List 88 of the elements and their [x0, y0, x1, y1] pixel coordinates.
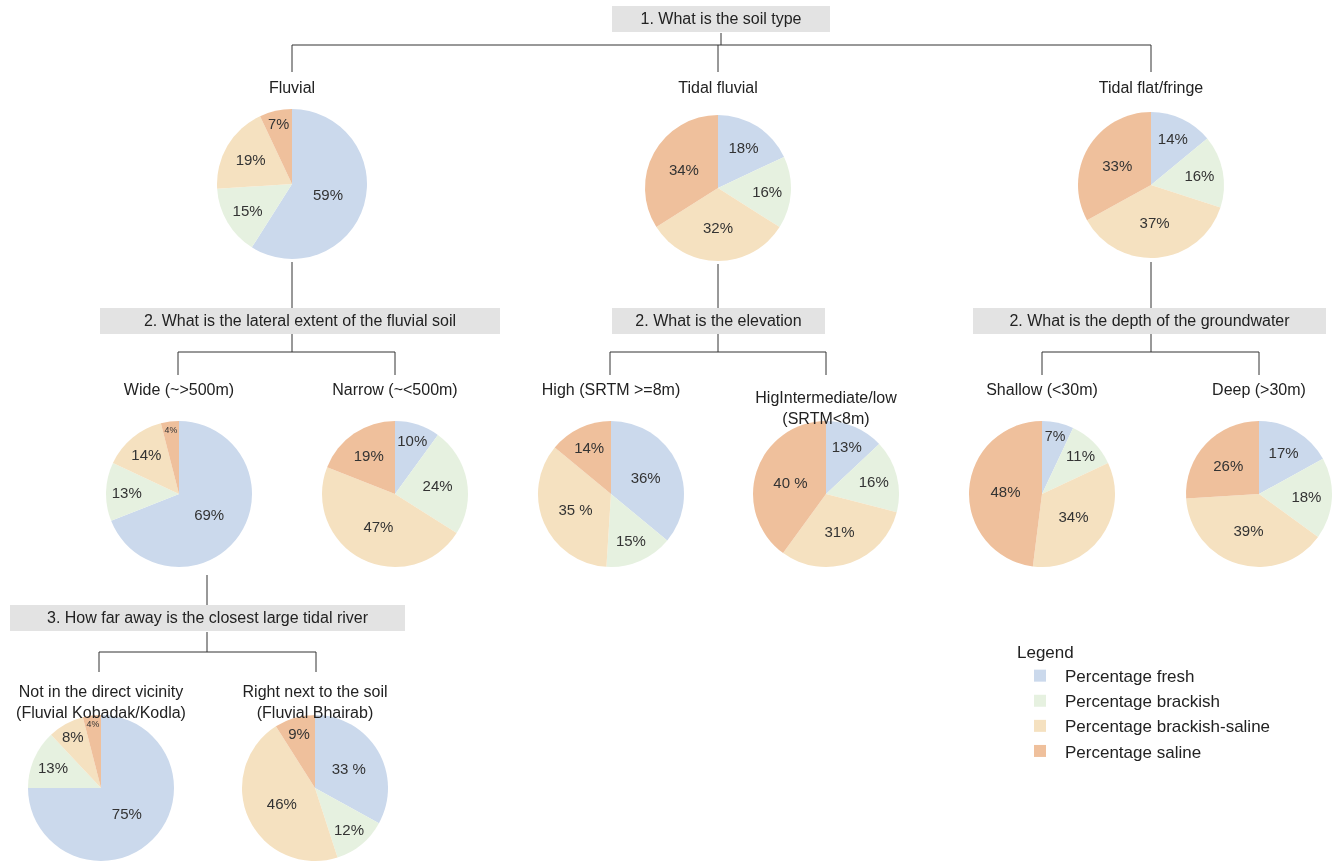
chart-title: Tidal fluvial [678, 79, 758, 97]
data-label: 9% [288, 724, 310, 742]
chart-title: Shallow (<30m) [986, 381, 1098, 399]
pie-slice [322, 467, 457, 567]
pie-slice [656, 188, 780, 261]
data-label: 14% [131, 446, 162, 464]
data-label: 7% [268, 116, 290, 133]
pie-slice [315, 788, 379, 858]
data-label: 13% [38, 758, 69, 776]
data-label: 33 % [331, 759, 366, 777]
data-label: 14% [1157, 130, 1188, 148]
pie-slice [1032, 462, 1115, 567]
data-label: 46% [266, 795, 297, 813]
data-label: 7% [1044, 427, 1066, 444]
data-label: 11% [1066, 446, 1096, 464]
text: 3. How far away is the closest large tidal river [10, 605, 405, 631]
data-label: 10% [397, 432, 428, 450]
pie-slice [106, 462, 179, 521]
chart-title: Right next to the soil (Fluvial Bhairab) [242, 683, 388, 721]
data-label: 24% [422, 477, 453, 495]
data-label: 47% [363, 518, 394, 536]
chart-title: Deep (>30m) [1212, 381, 1306, 399]
legend-label: Percentage brackish-saline [1065, 717, 1271, 737]
pie-slice [327, 421, 395, 494]
data-label: 15% [232, 201, 263, 219]
data-label: 37% [1139, 214, 1170, 232]
data-label: 16% [858, 473, 889, 491]
data-label: 15% [615, 531, 646, 549]
data-label: 4% [86, 718, 100, 729]
data-label: 26% [1213, 456, 1244, 474]
chart-title: Narrow (~<500m) [332, 381, 458, 399]
data-label: 17% [1268, 443, 1299, 461]
chart-title: High (SRTM >=8m) [541, 381, 681, 399]
text: 2. What is the depth of the groundwater [973, 308, 1326, 334]
data-label: 19% [235, 151, 266, 169]
pie-slice [826, 444, 899, 513]
chart-title: Wide (~>500m) [123, 381, 235, 399]
chart-title: Tidal flat/fringe [1098, 79, 1204, 97]
data-label: 34% [668, 160, 699, 178]
legend-label: Percentage fresh [1065, 667, 1195, 687]
data-label: 36% [630, 469, 661, 487]
legend-label: Percentage saline [1065, 742, 1202, 762]
legend-title: Legend [1017, 643, 1074, 663]
pie-slice [217, 116, 292, 189]
pie-slice [554, 421, 611, 494]
data-label: 13% [831, 437, 862, 455]
pie-slice [111, 421, 252, 567]
data-label: 34% [1058, 508, 1089, 526]
data-label: 18% [1291, 488, 1322, 506]
chart-title: HigIntermediate/low (SRTM<8m) [755, 389, 898, 427]
pie-slice [718, 115, 785, 188]
data-label: 4% [164, 424, 178, 435]
pie-slice [783, 494, 897, 567]
data-label: 33% [1102, 156, 1133, 174]
pie-slice [1186, 421, 1259, 499]
data-label: 35 % [558, 500, 593, 518]
data-label: 39% [1233, 521, 1264, 539]
data-label: 8% [61, 728, 84, 746]
text: 2. What is the elevation [612, 308, 825, 334]
text: 2. What is the lateral extent of the fluvial soil [100, 308, 500, 334]
data-label: 14% [574, 439, 605, 457]
data-label: 31% [824, 523, 855, 541]
pie-slice [1042, 427, 1109, 494]
data-label: 13% [111, 483, 142, 501]
data-label: 69% [194, 506, 225, 524]
data-label: 18% [728, 139, 759, 157]
pie-slice [1087, 185, 1221, 258]
text: 1. What is the soil type [612, 6, 830, 32]
chart-title: Fluvial [268, 79, 316, 97]
data-label: 75% [111, 805, 142, 823]
legend-label: Percentage brackish [1065, 692, 1220, 712]
data-label: 16% [1184, 167, 1215, 185]
pie-slice [28, 734, 101, 788]
chart-title: Not in the direct vicinity (Fluvial Kobadak/Kodla) [16, 683, 186, 721]
pie-slice [606, 494, 668, 567]
pie-slice [969, 421, 1042, 567]
data-label: 40 % [773, 473, 808, 491]
data-label: 19% [353, 446, 384, 464]
data-label: 48% [990, 483, 1021, 501]
data-label: 32% [702, 219, 734, 237]
pie-slice [395, 434, 468, 534]
pie-slice [1259, 421, 1323, 494]
pie-slice [1186, 494, 1319, 567]
pie-slice [160, 421, 179, 494]
data-label: 59% [313, 185, 344, 203]
data-label: 12% [334, 820, 365, 838]
pie-slice [217, 184, 292, 248]
data-label: 16% [752, 182, 783, 200]
